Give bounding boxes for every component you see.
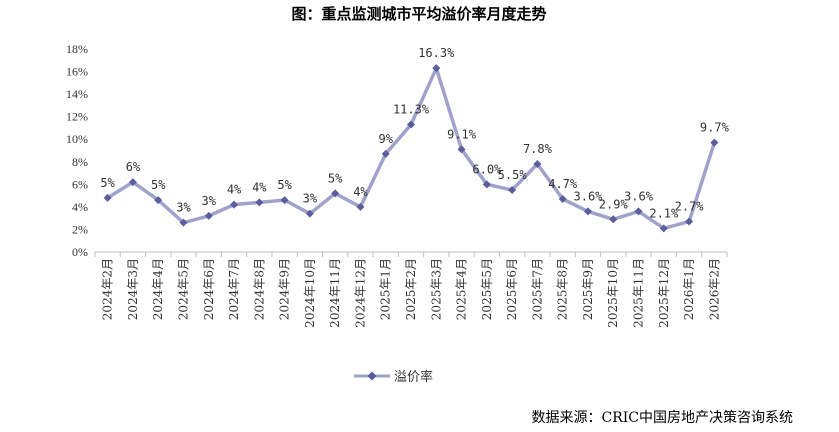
x-tick-label: 2025年3月 [429,258,443,320]
y-tick-label: 12% [66,110,88,124]
data-label: 4.7% [548,177,578,191]
data-point [659,224,668,233]
data-point [583,207,592,216]
data-point [685,217,694,226]
x-tick-label: 2025年4月 [455,258,469,320]
data-label: 9.1% [447,127,477,141]
chart-title: 图：重点监测城市平均溢价率月度走势 [291,5,546,23]
data-point [432,64,441,73]
y-axis: 0% 2% 4% 6% 8% 10% 12% 14% 16% 18% [66,42,88,259]
x-tick-label: 2024年2月 [101,258,115,320]
data-label: 2.7% [675,200,705,214]
legend-label: 溢价率 [394,369,433,385]
data-label: 5% [100,176,115,190]
x-axis: 2024年2月 2024年3月 2024年4月 2024年5月 2024年6月 2024年… [94,251,728,328]
x-tick-label: 2024年12月 [353,258,367,328]
data-label: 3% [202,194,217,208]
x-tick-label: 2025年11月 [632,258,646,328]
x-tick-label: 2025年10月 [606,258,620,328]
data-point [508,185,517,194]
data-label: 5% [328,171,343,185]
data-point [154,196,163,205]
legend: 溢价率 [354,369,433,385]
x-tick-label: 2024年7月 [227,258,241,320]
y-tick-label: 0% [72,245,88,259]
data-label: 5.5% [498,168,528,182]
x-tick-label: 2026年1月 [682,258,696,320]
data-label: 4% [353,185,368,199]
x-tick-label: 2024年9月 [278,258,292,320]
y-tick-label: 8% [72,155,88,169]
data-label: 2.1% [649,206,679,220]
x-tick-label: 2024年5月 [176,258,190,320]
data-label: 2.9% [599,197,629,211]
x-tick-label: 2025年1月 [379,258,393,320]
data-point [407,120,415,129]
x-tick-label: 2026年2月 [707,258,721,320]
data-point [533,160,542,169]
x-tick-label: 2025年7月 [530,258,544,320]
data-label: 9.7% [700,121,730,135]
data-point [280,196,289,205]
data-label: 3% [176,201,191,215]
data-point [204,211,213,220]
source-note: 数据来源：CRIC中国房地产决策咨询系统 [532,409,794,426]
data-point [331,189,340,198]
x-tick-label: 2024年4月 [151,258,165,320]
data-label: 6.0% [472,162,502,176]
data-label: 3.6% [574,189,604,203]
data-label: 11.3% [393,103,430,117]
y-tick-label: 10% [66,132,88,146]
data-point [609,215,618,224]
x-tick-label: 2024年3月 [126,258,140,320]
legend-marker [367,371,377,381]
y-tick-label: 16% [66,65,88,79]
x-tick-label: 2024年11月 [328,258,342,328]
x-tick-label: 2025年12月 [657,258,671,328]
x-tick-label: 2025年9月 [581,258,595,320]
data-point [381,149,390,158]
x-tick-label: 2024年8月 [252,258,266,320]
data-label: 4% [252,180,267,194]
x-tick-label: 2024年10月 [303,258,317,328]
y-tick-label: 2% [72,222,88,236]
data-point [230,200,239,209]
data-label: 3.6% [624,189,654,203]
data-label: 3% [303,192,318,206]
data-label: 9% [378,132,393,146]
y-tick-label: 4% [72,200,88,214]
x-tick-label: 2025年6月 [505,258,519,320]
data-point [634,207,643,216]
data-label: 5% [151,178,166,192]
y-tick-label: 14% [66,87,88,101]
data-point [356,202,365,211]
x-tick-label: 2025年8月 [556,258,570,320]
series-premium-rate: 5% 6% 5% 3% 3% 4% 4% 5% 3% 5% 4% 9% 11.3% 16.3% 9.1% 6.… [100,46,730,233]
data-point [710,138,719,147]
data-label: 4% [227,183,242,197]
data-point [103,193,112,202]
y-tick-label: 18% [66,42,88,56]
x-tick-label: 2025年5月 [480,258,494,320]
data-label: 7.8% [523,142,553,156]
data-label: 6% [126,160,141,174]
x-tick-label: 2025年2月 [404,258,418,320]
data-point [457,145,466,154]
data-label: 5% [277,178,292,192]
data-point [482,180,491,189]
data-label: 16.3% [418,46,455,60]
data-point [255,198,264,207]
data-point [558,194,567,203]
y-tick-label: 6% [72,177,88,191]
data-point [128,178,137,187]
data-point [179,218,188,227]
data-point [305,209,314,218]
x-tick-label: 2024年6月 [202,258,216,320]
